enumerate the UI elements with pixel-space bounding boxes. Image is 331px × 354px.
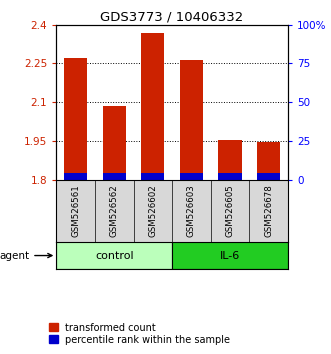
Bar (64, 173, 87, 179)
Bar (64, 58, 87, 179)
Text: GSM526678: GSM526678 (264, 184, 273, 237)
Bar (218, 173, 242, 179)
Bar (180, 173, 203, 179)
Text: GSM526602: GSM526602 (148, 184, 157, 237)
Text: GSM526605: GSM526605 (225, 184, 235, 237)
Text: IL-6: IL-6 (220, 251, 240, 261)
Bar (180, 59, 203, 179)
Bar (257, 142, 280, 179)
Bar (103, 106, 126, 179)
Bar (141, 173, 165, 179)
Text: agent: agent (0, 251, 52, 261)
Text: control: control (95, 251, 133, 261)
Bar (56, 241, 172, 269)
Text: GSM526603: GSM526603 (187, 184, 196, 237)
Bar (103, 173, 126, 179)
Bar (218, 139, 242, 179)
Text: GSM526562: GSM526562 (110, 184, 119, 237)
Bar (172, 241, 288, 269)
Title: GDS3773 / 10406332: GDS3773 / 10406332 (101, 11, 244, 24)
Bar (257, 173, 280, 179)
Legend: transformed count, percentile rank within the sample: transformed count, percentile rank withi… (48, 322, 231, 346)
Bar (141, 33, 165, 179)
Text: GSM526561: GSM526561 (71, 184, 80, 237)
